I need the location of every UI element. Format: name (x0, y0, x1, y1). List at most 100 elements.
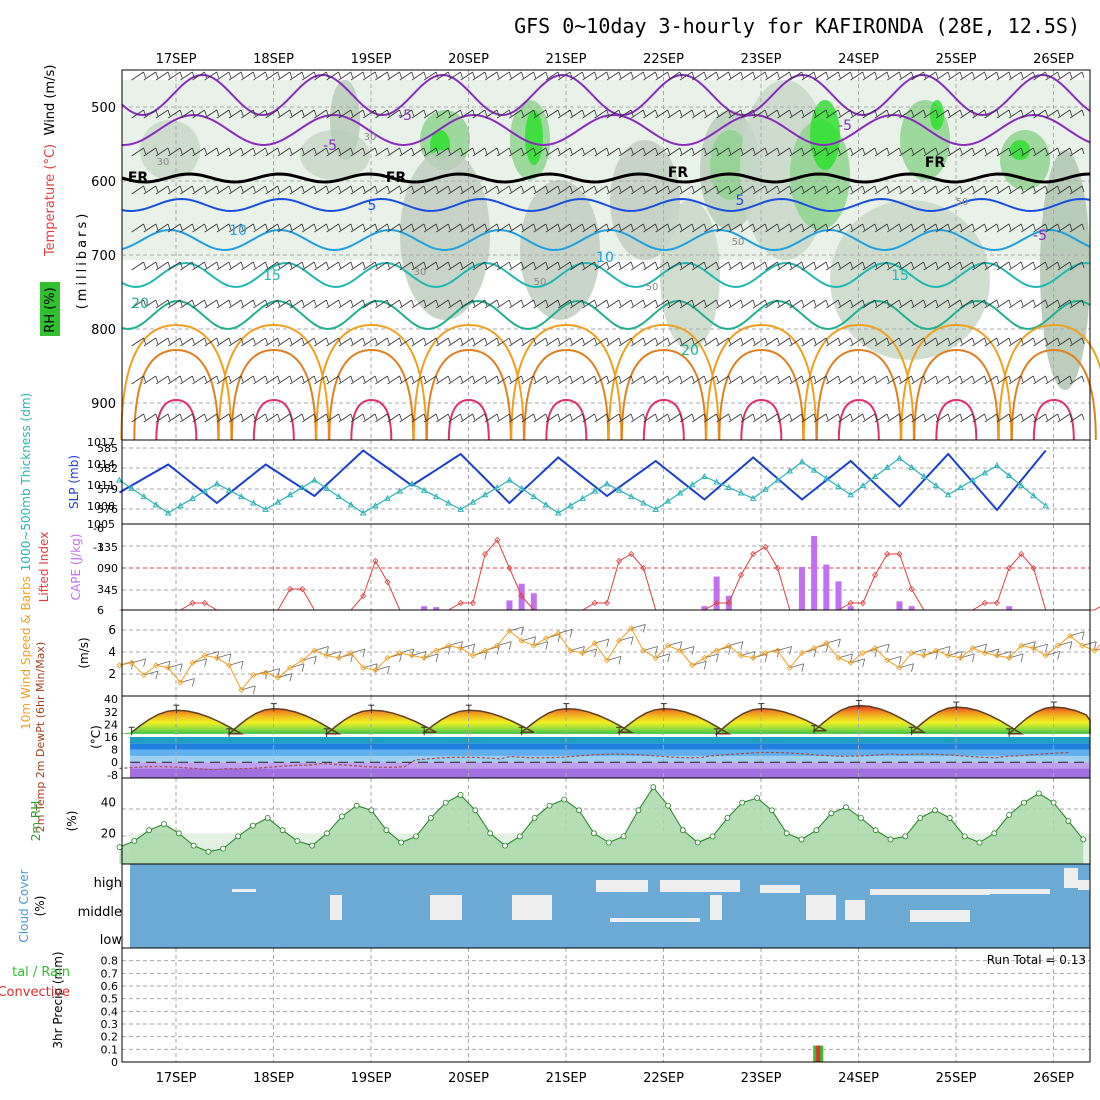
rh-marker (116, 844, 123, 850)
wind-barb (423, 299, 437, 309)
wind-barb (509, 223, 522, 233)
wind-barb (935, 375, 949, 385)
wind-barb (265, 299, 278, 309)
thickness-marker (274, 498, 282, 505)
wind-barb-flag (1069, 147, 1073, 155)
wind-barb-flag (972, 375, 975, 383)
temp-dome (120, 323, 233, 441)
run-total: Run Total = 0.13 (987, 953, 1086, 967)
wind-barb-flag (460, 109, 463, 117)
wind-barb-flag (1045, 71, 1048, 79)
rh-contour-label: 30 (414, 267, 427, 278)
wind-barb-flag (667, 223, 671, 231)
wind-barb-flag (1057, 337, 1061, 345)
wind-barb (241, 375, 254, 385)
wind-barb-flag (447, 299, 451, 307)
wind-barb-flag (484, 71, 488, 79)
wind-barb-flag (423, 71, 427, 79)
wind-barb (448, 337, 461, 347)
wind-barb-flag (972, 109, 975, 117)
wind-barb-flag (716, 185, 719, 193)
wind-barb-flag (484, 147, 488, 155)
wind-barb (777, 337, 790, 347)
wind-barb-flag (228, 147, 232, 155)
wind-barb-flag (313, 337, 317, 345)
li-marker (287, 585, 294, 593)
wind-barb-flag (435, 337, 439, 345)
precip-ylabel-rain: tal / Rain (12, 965, 70, 980)
wind-barb-flag (959, 223, 963, 231)
wind-barb (497, 413, 510, 423)
wind-barb-flag (959, 299, 963, 307)
wind-barb (228, 261, 242, 271)
wind-barb (570, 337, 583, 347)
wind-barb (180, 185, 193, 195)
pressure-tick: 500 (91, 101, 116, 116)
thickness-marker (530, 493, 538, 500)
wind-barb (899, 337, 912, 347)
wind-barb-flag (277, 337, 281, 345)
wind-barb-flag (655, 147, 658, 155)
wind-barb-flag (1020, 185, 1024, 193)
wind-barb-flag (618, 71, 622, 79)
wind-barb-flag (387, 261, 390, 269)
rh-marker (249, 822, 256, 829)
wind-barb-flag (642, 223, 646, 231)
wind-barb (314, 375, 327, 385)
wind-barb-flag (642, 109, 646, 117)
wind-barb (850, 223, 863, 233)
wind-barb-flag (594, 223, 597, 231)
precip-tick: 0.6 (101, 980, 119, 993)
wind-barb-flag (642, 261, 646, 269)
wind-barb-flag (898, 109, 902, 117)
wind-barb (1008, 185, 1022, 195)
wind-barb (326, 261, 339, 271)
thickness-marker (603, 480, 611, 487)
wind-barb (692, 223, 705, 233)
wind-marker (128, 659, 135, 666)
wind-barb (996, 261, 1010, 271)
thickness-tick: 582 (97, 462, 118, 475)
wind-barb-flag (472, 147, 476, 155)
wind-barb-flag (898, 71, 902, 79)
wind-marker (786, 664, 793, 671)
wind-barb (874, 413, 888, 423)
thickness-marker (481, 491, 489, 498)
wind-barb (131, 413, 144, 423)
wind-marker (226, 662, 233, 669)
wind-barb (533, 337, 547, 347)
wind-barb (314, 223, 327, 233)
wind-barb-flag (533, 375, 537, 383)
wind-barb-flag (740, 109, 744, 117)
precip-tick: 0.7 (101, 967, 119, 980)
wind-barb (716, 375, 729, 385)
wind-barb (923, 337, 937, 347)
wind-barb-flag (204, 147, 207, 155)
wind-barb-flag (801, 223, 805, 231)
wind-barb-flag (874, 109, 878, 117)
li-marker (189, 599, 196, 607)
wind-marker (287, 664, 294, 671)
date-axis-top: 17SEP 18SEP 19SEP 20SEP 21SEP 22SEP 23SEP 24SEP… (156, 52, 1075, 67)
li-marker (603, 599, 611, 607)
rh-marker (917, 815, 924, 821)
wind-barb (399, 223, 412, 233)
cape-ylabel-right: CAPE (J/kg) (69, 534, 83, 601)
wind-barb-flag (703, 261, 707, 269)
wind-barb-flag (898, 337, 902, 345)
wind-barb (545, 109, 559, 119)
wind-barb (448, 109, 461, 119)
wind-barb-flag (204, 185, 207, 193)
wind-barb-flag (557, 337, 561, 345)
wind-barb-flag (240, 299, 244, 307)
wind-marker (603, 657, 611, 664)
wind-barb (984, 337, 997, 347)
thickness-marker (201, 487, 209, 494)
wind-barb-flag (167, 299, 171, 307)
wind-barb-flag (179, 337, 183, 345)
wind-barb-flag (557, 223, 561, 231)
wind-barb (1045, 109, 1058, 119)
wind-barb (765, 147, 778, 157)
wind-barb-flag (789, 337, 792, 345)
wind-marker (628, 625, 635, 632)
